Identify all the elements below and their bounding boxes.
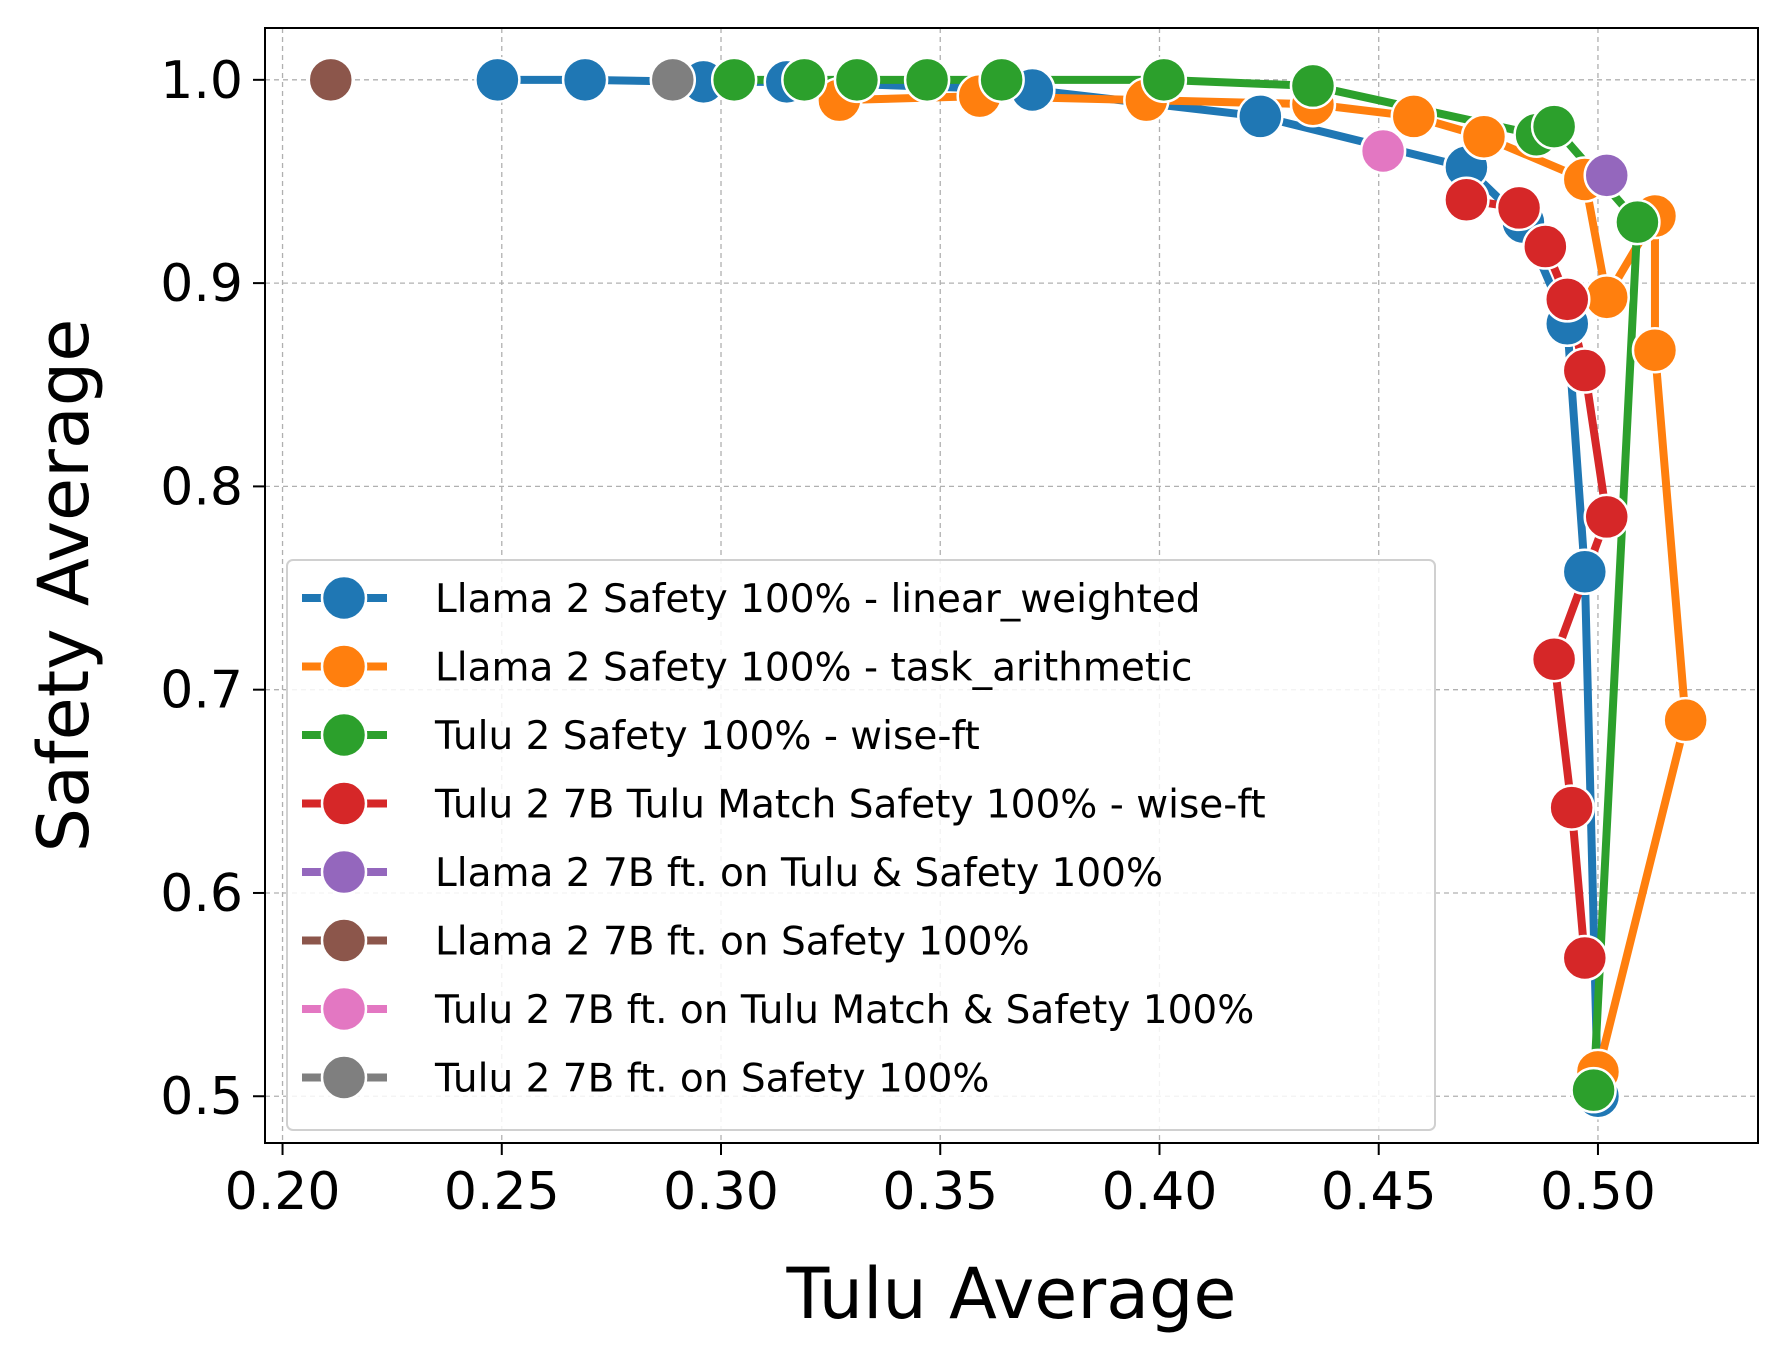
y-tick-label: 0.8 [160,457,243,517]
legend-item: Tulu 2 7B ft. on Safety 100% [302,1054,990,1102]
x-axis-label: Tulu Average [785,1253,1236,1335]
legend-marker-swatch [320,848,368,896]
x-tick-label: 0.25 [444,1162,560,1222]
series-3-point [1614,198,1661,246]
legend-label: Tulu 2 7B ft. on Tulu Match & Safety 100… [434,988,1254,1033]
y-tick-label: 0.5 [160,1067,243,1127]
legend-label: Tulu 2 7B ft. on Safety 100% [434,1057,990,1102]
legend: Llama 2 Safety 100% - linear_weighted Lla… [286,559,1436,1131]
x-tick-label: 0.40 [1102,1162,1218,1222]
legend-label: Llama 2 7B ft. on Tulu & Safety 100% [435,851,1163,896]
series-3-point [1530,103,1578,150]
legend-marker-swatch [320,643,368,690]
series-3-point [978,56,1025,104]
series-2-point [1583,274,1630,321]
series-4-point [1583,493,1630,541]
series-4-point [1443,176,1490,224]
legend-item: Tulu 2 7B ft. on Tulu Match & Safety 100… [302,985,1254,1033]
y-tick-label: 1.0 [160,51,243,111]
series-2-point [1662,696,1709,744]
legend-marker-swatch [320,985,368,1033]
legend-item: Llama 2 Safety 100% - linear_weighted [302,574,1201,622]
series-3-point [833,56,881,104]
legend-marker-swatch [320,1054,368,1101]
legend-marker-swatch [320,917,368,964]
series-3-point [1140,56,1188,104]
series-line-2 [835,92,1690,1076]
legend-item: Tulu 2 7B Tulu Match Safety 100% - wise-… [302,780,1266,828]
legend-marker-swatch [320,711,368,759]
x-tick-label: 0.50 [1540,1162,1656,1222]
x-tick-label: 0.30 [663,1162,779,1222]
series-3-point [903,56,951,104]
x-tick-label: 0.35 [882,1162,998,1222]
y-axis-label: Safety Average [23,319,105,853]
series-2-point [1631,326,1679,374]
series-2-point [1390,93,1438,140]
series-6-point [307,56,355,104]
series-5-point [1583,152,1630,199]
series-7-point [1359,127,1407,175]
series-3-point [1289,62,1337,110]
axis-ticks: 0.20 0.25 0.30 0.35 0.40 0.45 0.50 0.5 0.6 0.7 0.8… [160,51,1656,1222]
series-3-point [781,56,828,104]
x-tick-label: 0.20 [225,1162,341,1222]
y-tick-label: 0.7 [160,661,243,721]
series-3-point [1570,1066,1617,1114]
series-4-point [1561,934,1609,982]
legend-label: Llama 2 Safety 100% - task_arithmetic [435,646,1192,691]
legend-item: Llama 2 Safety 100% - task_arithmetic [302,643,1192,691]
legend-marker-swatch [320,574,368,622]
legend-item: Tulu 2 Safety 100% - wise-ft [302,711,980,759]
series-4-point [1522,223,1569,270]
series-4-point [1495,184,1543,232]
series-4-point [1530,635,1578,683]
y-tick-label: 0.6 [160,864,243,924]
legend-label: Llama 2 7B ft. on Safety 100% [435,920,1030,965]
series-1-point [1561,548,1609,596]
legend-item: Llama 2 7B ft. on Tulu & Safety 100% [302,848,1163,896]
legend-item: Llama 2 7B ft. on Safety 100% [302,917,1030,965]
series-1-point [474,56,521,104]
legend-label: Tulu 2 7B Tulu Match Safety 100% - wise-… [434,783,1266,828]
legend-label: Llama 2 Safety 100% - linear_weighted [435,577,1201,622]
series-4-point [1544,276,1591,323]
x-tick-label: 0.45 [1321,1162,1437,1222]
series-4-point [1548,784,1595,831]
series-1-point [561,56,609,104]
y-tick-label: 0.9 [160,254,243,314]
legend-frame [286,559,1436,1131]
legend-marker-swatch [320,780,368,827]
legend-label: Tulu 2 Safety 100% - wise-ft [434,714,980,759]
series-8-point [649,56,697,104]
series-2-point [1460,113,1508,161]
series-4-point [1561,347,1609,394]
series-markers [307,56,1709,1120]
series-3-point [710,56,758,104]
plot-area-frame [264,27,1759,1144]
series-1-point [1237,93,1284,140]
